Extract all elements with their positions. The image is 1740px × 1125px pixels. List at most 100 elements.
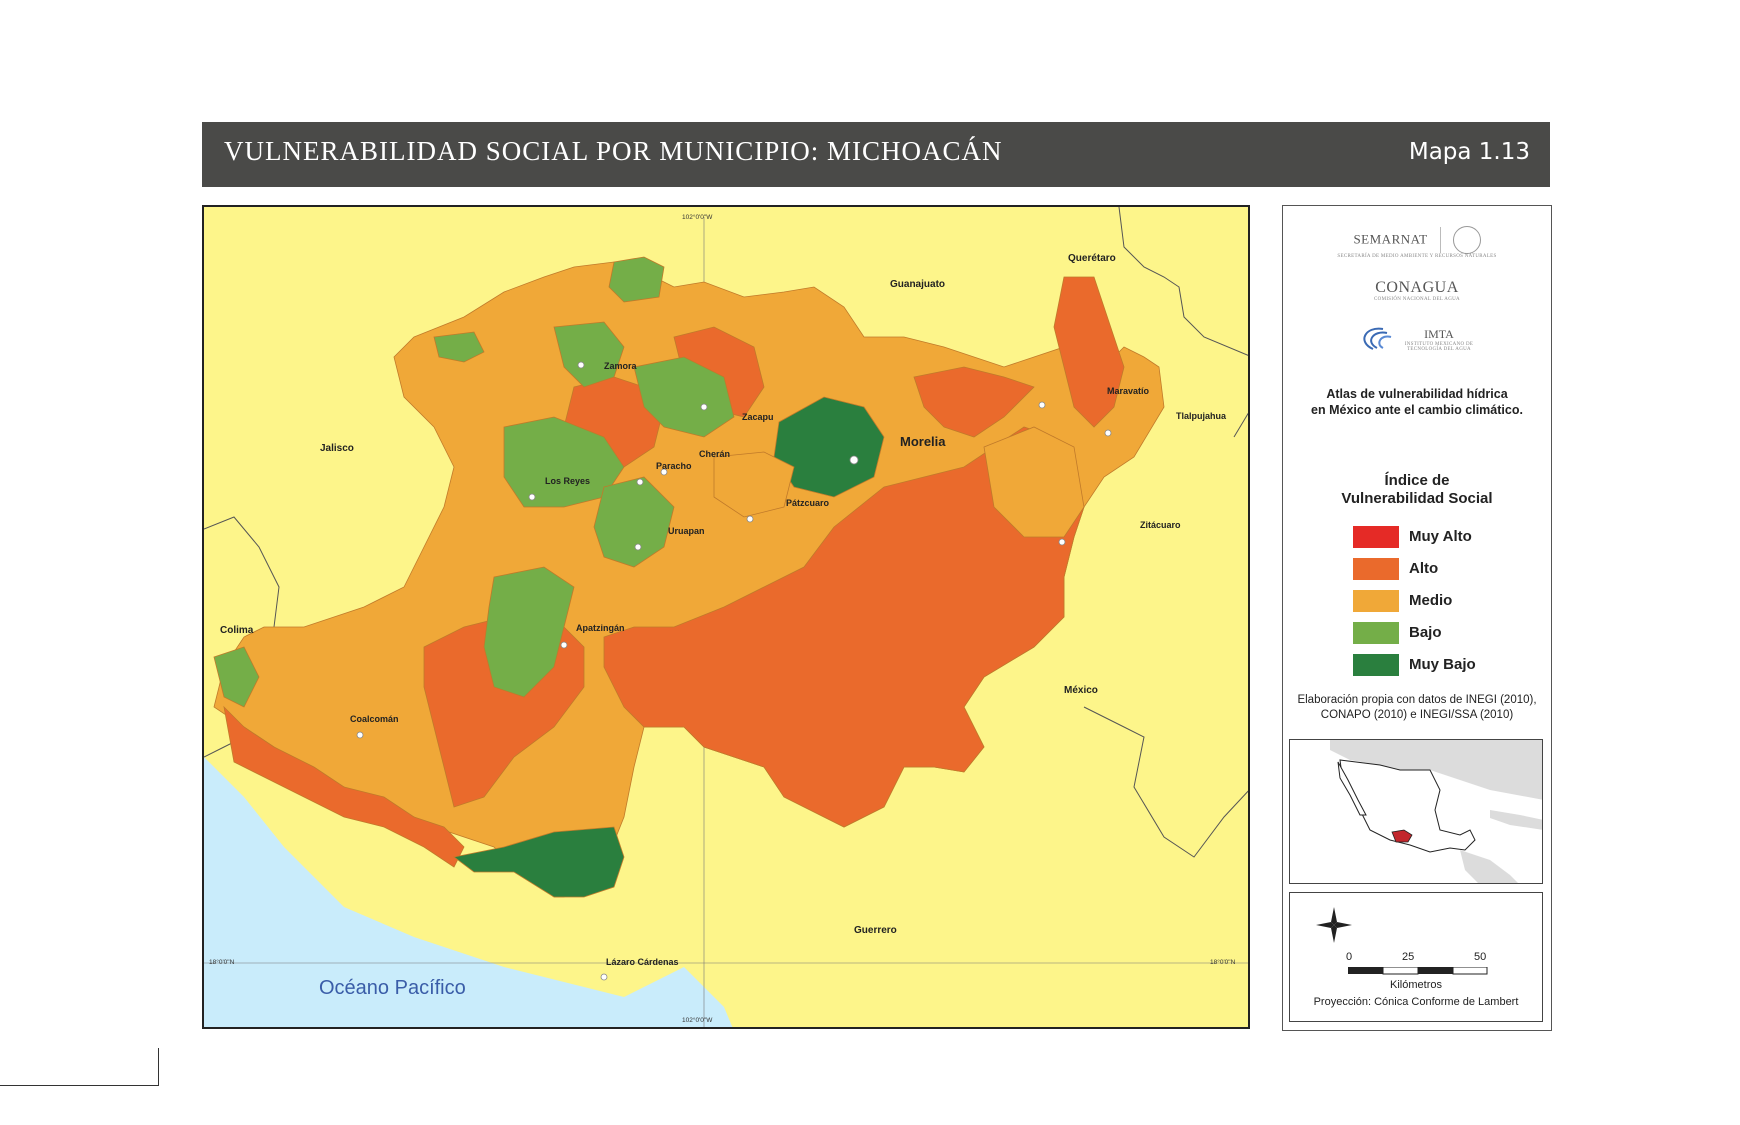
region-bajo-west [213, 646, 260, 708]
legend-label: Muy Bajo [1409, 656, 1476, 673]
region-alto-east-2 [913, 366, 1035, 438]
label-maravatio: Maravatío [1107, 386, 1150, 396]
legend-title: Índice de Vulnerabilidad Social [1283, 472, 1551, 508]
semarnat-text: SEMARNAT [1353, 231, 1428, 247]
label-lazaro-cardenas: Lázaro Cárdenas [606, 957, 679, 967]
label-uruapan: Uruapan [668, 526, 705, 536]
legend-swatch [1353, 590, 1399, 612]
label-patzcuaro: Pátzcuaro [786, 498, 830, 508]
region-bajo-northwest [433, 331, 485, 363]
label-apatzingan: Apatzingán [576, 623, 625, 633]
city-marker-apatzingan [560, 641, 568, 649]
coord-parallel-left: 18°0'0"N [209, 959, 235, 966]
label-zitacuaro: Zitácuaro [1140, 520, 1181, 530]
legend-label: Medio [1409, 592, 1453, 609]
coord-meridian-top: 102°0'0"W [682, 214, 713, 221]
conagua-logo: CONAGUA COMISIÓN NACIONAL DEL AGUA [1283, 279, 1551, 302]
label-morelia: Morelia [900, 434, 946, 449]
side-panel: SEMARNAT SECRETARÍA DE MEDIO AMBIENTE Y … [1282, 205, 1552, 1031]
city-marker-maravatio [1038, 401, 1046, 409]
semarnat-logo: SEMARNAT SECRETARÍA DE MEDIO AMBIENTE Y … [1283, 226, 1551, 259]
label-paracho: Paracho [656, 461, 692, 471]
city-markers [356, 361, 1112, 981]
source-note-line2: CONAPO (2010) e INEGI/SSA (2010) [1320, 709, 1514, 721]
map-title: VULNERABILIDAD SOCIAL POR MUNICIPIO: MIC… [224, 136, 1003, 166]
city-marker-uruapan [634, 543, 642, 551]
north-arrow-icon [1316, 907, 1352, 943]
inset-locator-map [1289, 739, 1543, 884]
scale-unit: Kilómetros [1390, 979, 1442, 991]
inset-caribbean [1490, 810, 1542, 830]
scale-bar [1348, 967, 1488, 975]
inset-central-america [1460, 850, 1518, 883]
imta-subtitle: INSTITUTO MEXICANO DE TECNOLOGÍA DEL AGU… [1404, 341, 1474, 352]
label-colima: Colima [220, 625, 254, 636]
scale-tick-0: 0 [1346, 951, 1353, 963]
coord-meridian-bottom: 102°0'0"W [682, 1017, 713, 1024]
label-cheran: Cherán [699, 449, 731, 459]
region-alto-northeast [1053, 276, 1125, 428]
label-guanajuato: Guanajuato [890, 279, 946, 290]
mexico-seal-icon [1452, 226, 1481, 254]
label-queretaro: Querétaro [1068, 253, 1116, 264]
legend-swatch [1353, 654, 1399, 676]
map-canvas [204, 207, 1248, 1027]
city-marker-cheran [660, 468, 668, 476]
legend-title-line2: Vulnerabilidad Social [1341, 490, 1493, 507]
source-note-line1: Elaboración propia con datos de INEGI (2… [1297, 694, 1537, 706]
logo-divider [1439, 227, 1441, 253]
legend-title-line1: Índice de [1384, 472, 1450, 489]
region-alto-coast [223, 705, 465, 868]
inset-baja-california [1337, 761, 1367, 816]
atlas-title-line2: en México ante el cambio climático. [1311, 403, 1523, 417]
projection-note: Proyección: Cónica Conforme de Lambert [1313, 996, 1519, 1008]
scale-tick-50: 50 [1474, 951, 1487, 963]
semarnat-subtitle: SECRETARÍA DE MEDIO AMBIENTE Y RECURSOS … [1337, 254, 1497, 259]
city-marker-zamora [577, 361, 585, 369]
scale-box: 0 25 50 Kilómetros Proyección: Cónica Co… [1289, 892, 1543, 1022]
atlas-title-line1: Atlas de vulnerabilidad hídrica [1326, 387, 1508, 401]
region-bajo-north [608, 256, 665, 303]
city-marker-coalcoman [356, 731, 364, 739]
city-marker-lazaro [600, 973, 608, 981]
inset-michoacan-highlight [1391, 829, 1413, 843]
municipality-regions [213, 256, 1165, 898]
city-marker-zacapu [700, 403, 708, 411]
city-marker-morelia [849, 455, 859, 465]
legend-label: Bajo [1409, 624, 1442, 641]
legend-label: Muy Alto [1409, 528, 1472, 545]
city-marker-losreyes [528, 493, 536, 501]
label-tlalpujahua: Tlalpujahua [1176, 411, 1227, 421]
imta-waves-icon [1363, 327, 1392, 350]
map-title-bar: VULNERABILIDAD SOCIAL POR MUNICIPIO: MIC… [202, 122, 1550, 187]
inset-usa [1330, 740, 1542, 800]
city-marker-zitacuaro [1058, 538, 1066, 546]
legend-swatch [1353, 526, 1399, 548]
region-bajo-zamora [553, 321, 625, 388]
map-number: Mapa 1.13 [1408, 139, 1530, 165]
coord-parallel-right: 18°0'0"N [1210, 959, 1236, 966]
legend-label: Alto [1409, 560, 1439, 577]
label-zamora: Zamora [604, 361, 637, 371]
label-mexico: México [1064, 685, 1098, 696]
source-note: Elaboración propia con datos de INEGI (2… [1283, 693, 1551, 723]
city-marker-patzcuaro [746, 515, 754, 523]
label-guerrero: Guerrero [854, 925, 897, 936]
conagua-text: CONAGUA [1375, 279, 1459, 296]
city-marker-paracho [636, 478, 644, 486]
label-zacapu: Zacapu [742, 412, 774, 422]
region-medio-zitacuaro [983, 426, 1085, 538]
region-muybajo-lazaro [453, 826, 625, 898]
city-marker-tlalpujahua [1104, 429, 1112, 437]
inset-map-canvas [1290, 740, 1542, 883]
page-corner-line-vertical [158, 1048, 159, 1086]
conagua-subtitle: COMISIÓN NACIONAL DEL AGUA [1374, 297, 1460, 302]
region-medio-patzcuaro [713, 451, 795, 518]
ocean-label: Océano Pacífico [319, 977, 466, 999]
label-coalcoman: Coalcomán [350, 714, 399, 724]
label-losreyes: Los Reyes [545, 476, 591, 486]
ocean-area [204, 757, 733, 1027]
legend-swatch [1353, 622, 1399, 644]
michoacan-map: Guanajuato Querétaro Jalisco Colima Méxi… [202, 205, 1250, 1029]
label-jalisco: Jalisco [320, 443, 354, 454]
